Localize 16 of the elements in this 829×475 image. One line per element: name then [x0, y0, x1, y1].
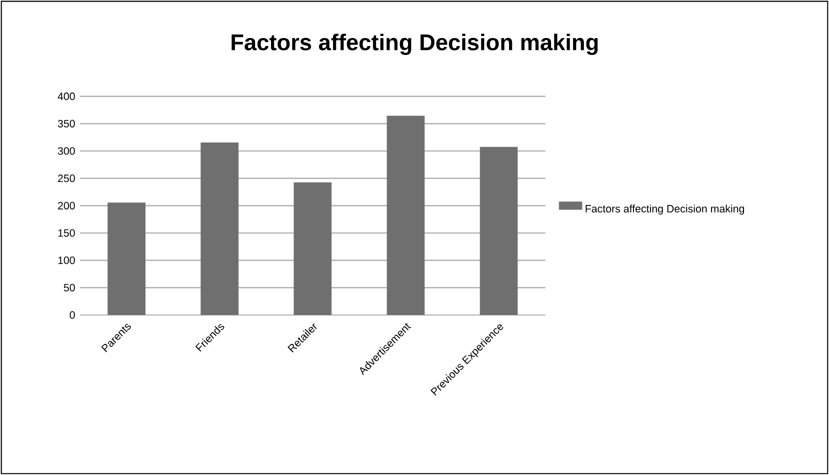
y-tick-label: 300 [58, 147, 75, 155]
y-tick-label: 0 [70, 311, 75, 319]
y-tick-label: 100 [58, 256, 75, 264]
y-tick-label: 200 [58, 202, 75, 210]
chart-title: Factors affecting Decision making [232, 34, 598, 55]
bar [386, 116, 425, 315]
y-tick-label: 400 [58, 92, 75, 100]
bar [480, 146, 518, 315]
y-tick-label: 150 [58, 229, 75, 237]
y-tick-label: 50 [64, 284, 75, 292]
bar [200, 142, 239, 315]
y-tick-label: 350 [58, 120, 75, 128]
legend-label: Factors affecting Decision making [586, 204, 744, 215]
bar [108, 202, 146, 315]
bar [294, 182, 332, 315]
y-tick-label: 250 [58, 174, 75, 182]
